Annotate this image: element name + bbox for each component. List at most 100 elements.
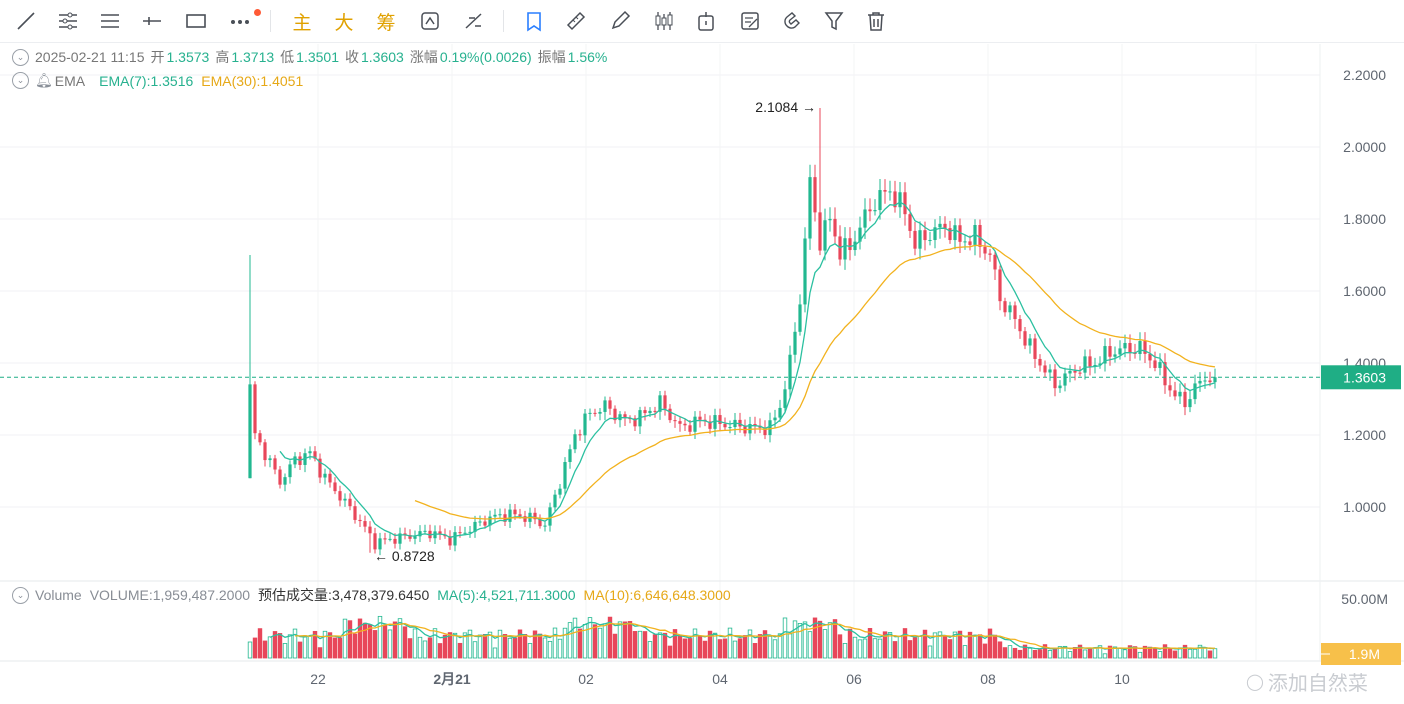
candle-body [1148,353,1152,361]
candle-body [918,230,922,249]
trend-line-icon[interactable] [12,6,40,36]
low-marker-label: ← 0.8728 [374,548,435,564]
candle-body [578,434,582,436]
horizontal-lines-icon[interactable] [54,6,82,36]
volume-tick-label: 50.00M [1341,591,1388,607]
compare-icon[interactable] [460,6,488,36]
volume-bar [1132,646,1138,659]
chevron-down-icon[interactable]: ⌄ [12,72,29,89]
candle-body [393,538,397,544]
volume-bar [957,630,963,659]
volume-bar [327,632,333,659]
volume-bar [1112,646,1118,659]
volume-bar [927,645,933,659]
candle-body [423,530,427,532]
volume-bar [1097,645,1103,659]
volume-bar [1197,644,1203,659]
candle-body [963,241,967,243]
bookmark-icon[interactable] [520,6,548,36]
filter-icon[interactable] [820,6,848,36]
rectangle-icon[interactable] [182,6,210,36]
parallel-lines-icon[interactable] [96,6,124,36]
alert-bell-icon[interactable]: 🔔︎ [35,72,53,88]
indicator-lines [269,201,1216,650]
candle-body [938,223,942,228]
timer-icon[interactable] [692,6,720,36]
horizontal-ray-icon[interactable] [138,6,166,36]
candle-type-icon[interactable] [650,6,678,36]
volume-bar [1142,645,1148,659]
volume-bar [982,643,988,659]
candle-body [1093,364,1097,367]
volume-bar [792,620,798,659]
pencil-icon[interactable] [606,6,634,36]
chevron-down-icon[interactable]: ⌄ [12,48,29,66]
volume-bar [637,630,643,659]
candles [248,107,1217,556]
candle-body [258,433,262,443]
volume-bar [342,618,348,659]
volume-bar [752,643,758,659]
high-marker-label: 2.1084 → [755,99,816,115]
candle-body [823,220,827,251]
volume-bar [987,628,993,659]
candle-body [913,230,917,249]
open-value: 1.3573 [166,49,210,65]
volume-bar [1057,646,1063,659]
candle-body [1043,365,1047,373]
volume-bar [1182,644,1188,659]
volume-bar [777,633,783,659]
amplitude-value: 1.56% [567,49,608,65]
volume-bar [402,626,408,659]
big-order-button[interactable]: 大 [334,11,354,34]
volume-bar [642,631,648,659]
chip-distribution-button[interactable]: 筹 [376,11,396,34]
candle-body [288,464,292,478]
candle-body [848,238,852,251]
candle-body [413,536,417,539]
volume-bar [877,638,883,659]
candle-body [783,389,787,408]
replay-icon[interactable] [416,6,444,36]
candle-body [753,423,757,426]
candle-body [668,408,672,421]
chevron-down-icon[interactable]: ⌄ [12,586,29,604]
volume-bar [862,638,868,659]
volume-legend: ⌄ Volume VOLUME:1,959,487.2000 预估成交量: 3,… [12,585,737,605]
candle-body [583,413,587,436]
volume-bar [652,634,658,659]
volume-bar [1192,648,1198,659]
magnet-icon[interactable] [778,6,806,36]
ruler-icon[interactable] [562,6,590,36]
ema-legend: ⌄ 🔔︎ EMA EMA(7):1.3516 EMA(30):1.4051 [12,72,309,89]
volume-bar [1167,648,1173,659]
candle-body [793,331,797,355]
volume-bar [1007,645,1013,659]
candle-body [868,209,872,212]
volume-bar [922,629,928,659]
volume-bar [687,638,693,659]
volume-bar [802,621,808,659]
candle-body [518,514,522,517]
more-icon[interactable] [226,6,254,36]
candle-body [1003,301,1007,313]
drawing-toolbar: 主 大 筹 [0,0,1404,43]
candle-body [643,410,647,414]
volume-bar [262,640,268,659]
price-tick-label: 2.0000 [1343,139,1386,155]
notes-icon[interactable] [736,6,764,36]
candle-body [603,400,607,412]
trash-icon[interactable] [862,6,890,36]
candle-body [1138,341,1142,354]
candle-body [933,227,937,241]
candle-body [1208,380,1212,383]
candle-body [1008,305,1012,313]
volume-bar [712,632,718,659]
main-indicator-button[interactable]: 主 [292,11,312,34]
candle-body [688,425,692,432]
time-tick-label: 10 [1114,671,1130,687]
price-tick-label: 2.2000 [1343,67,1386,83]
candle-body [1053,369,1057,389]
candle-body [983,246,987,254]
